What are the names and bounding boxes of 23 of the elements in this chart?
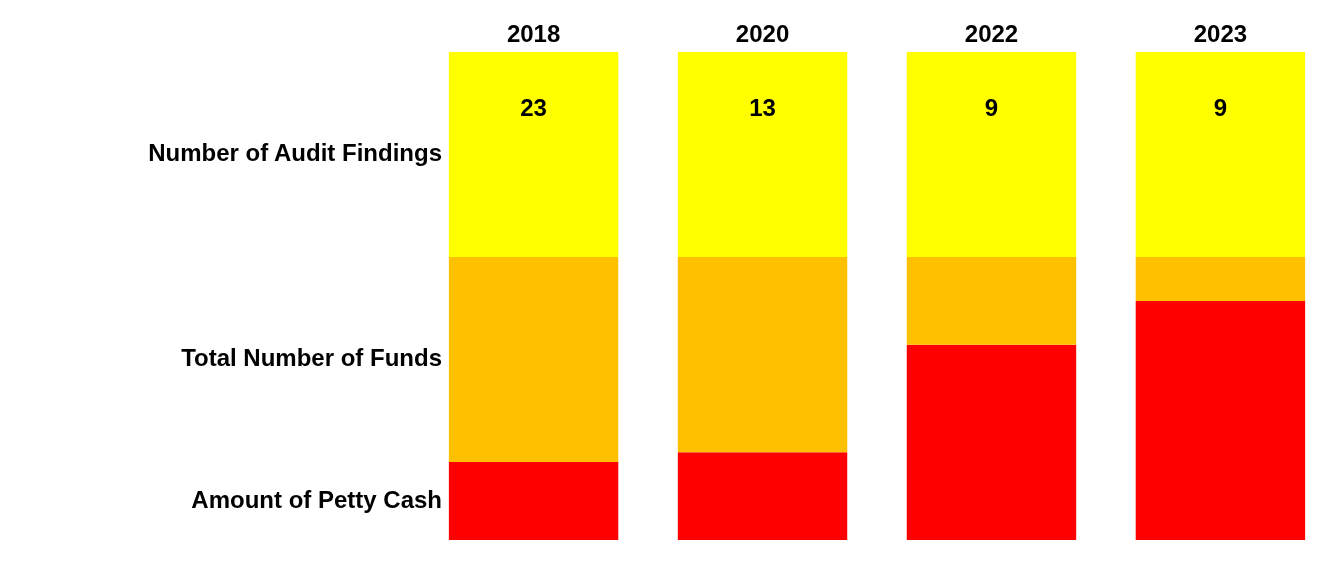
bar (448, 256, 619, 462)
x-tick-label: 2022 (964, 19, 1019, 47)
annotation: 13 (749, 94, 776, 122)
bar (677, 452, 848, 540)
x-tick-label: 2020 (735, 19, 790, 47)
series-label: Amount of Petty Cash (191, 485, 442, 513)
x-tick-label: 2023 (1193, 19, 1248, 47)
bar (906, 52, 1077, 257)
annotation: 9 (984, 94, 999, 122)
annotation: 23 (520, 94, 547, 122)
bar (1135, 52, 1306, 257)
bar (1135, 256, 1306, 301)
bar (906, 344, 1077, 540)
series-label: Total Number of Funds (181, 344, 442, 372)
bar (677, 52, 848, 257)
bar (448, 52, 619, 257)
bar (677, 256, 848, 453)
bar (448, 461, 619, 540)
bar (906, 256, 1077, 345)
bar (1135, 300, 1306, 540)
series-label: Number of Audit Findings (148, 139, 442, 167)
x-tick-label: 2018 (506, 19, 561, 47)
annotation: 9 (1213, 94, 1228, 122)
